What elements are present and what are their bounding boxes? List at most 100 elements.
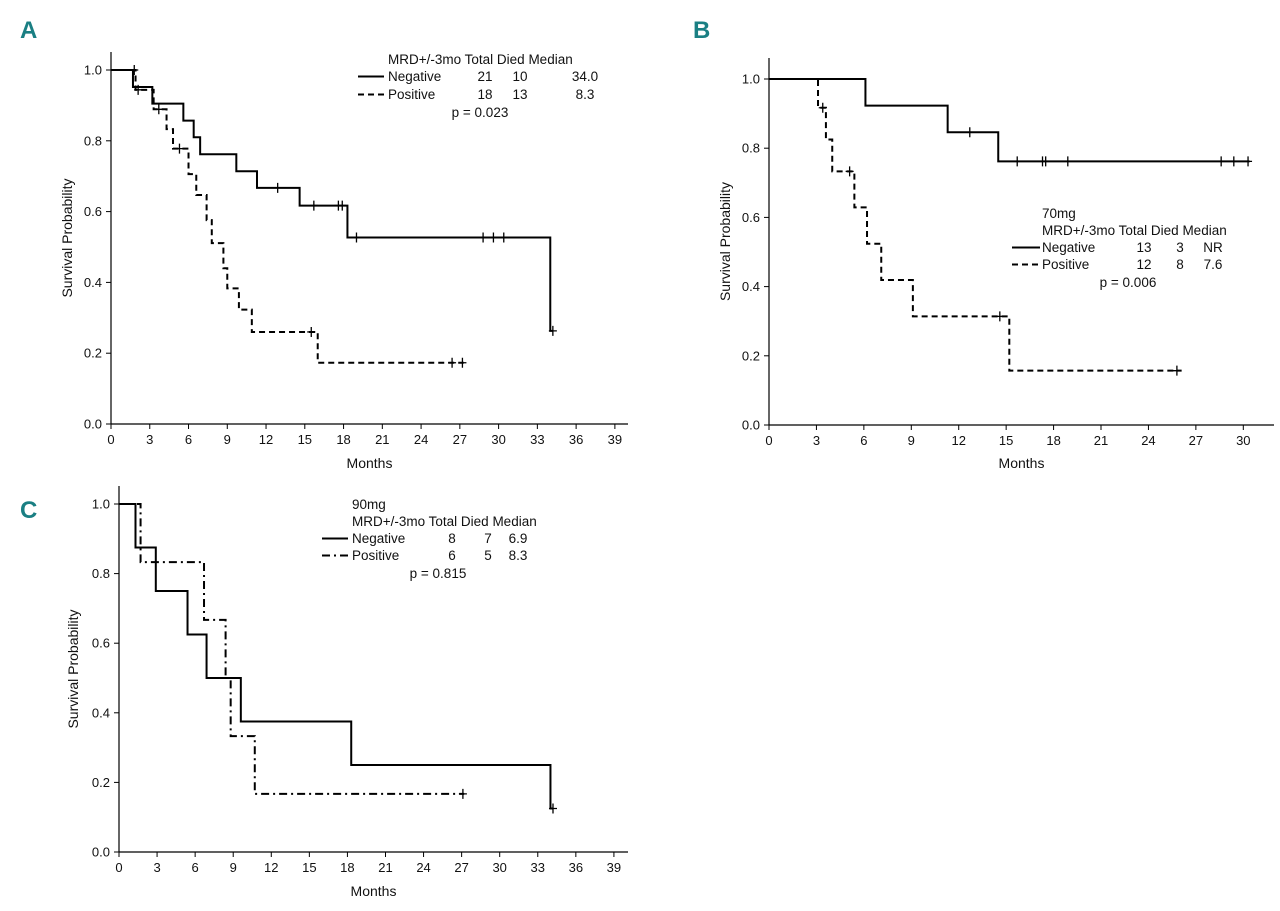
legend-died: 10 bbox=[512, 69, 527, 84]
censor-mark-positive bbox=[307, 326, 316, 337]
survival-curve-positive bbox=[119, 503, 465, 795]
x-tick-label: 3 bbox=[146, 432, 153, 447]
censor-mark-negative bbox=[548, 325, 557, 336]
y-tick-label: 0.4 bbox=[92, 705, 110, 720]
y-tick-label: 0.8 bbox=[742, 141, 760, 156]
survival-curve-negative bbox=[769, 78, 1250, 163]
legend-median: 8.3 bbox=[509, 548, 528, 563]
x-tick-label: 27 bbox=[1189, 433, 1203, 448]
survival-curve-positive bbox=[111, 69, 464, 364]
censor-mark-negative bbox=[479, 232, 488, 243]
y-tick-label: 0.8 bbox=[84, 133, 102, 148]
x-tick-label: 3 bbox=[153, 860, 160, 875]
legend-header: MRD+/-3mo Total Died Median bbox=[1042, 223, 1227, 238]
x-tick-label: 0 bbox=[765, 433, 772, 448]
legend-series-name: Negative bbox=[1042, 240, 1095, 255]
x-tick-label: 21 bbox=[1094, 433, 1108, 448]
x-tick-label: 24 bbox=[416, 860, 430, 875]
y-axis-title: Survival Probability bbox=[59, 178, 75, 297]
x-tick-label: 30 bbox=[491, 432, 505, 447]
censor-mark-positive bbox=[458, 788, 467, 799]
x-tick-label: 21 bbox=[375, 432, 389, 447]
x-tick-label: 30 bbox=[1236, 433, 1250, 448]
legend-series-name: Positive bbox=[1042, 257, 1089, 272]
legend-series-name: Positive bbox=[352, 548, 399, 563]
legend-median: NR bbox=[1203, 240, 1223, 255]
legend-header-cell: Median bbox=[1179, 223, 1227, 238]
censor-mark-negative bbox=[548, 803, 557, 814]
x-tick-label: 27 bbox=[454, 860, 468, 875]
legend-total: 8 bbox=[448, 531, 456, 546]
x-tick-label: 9 bbox=[908, 433, 915, 448]
legend-total: 12 bbox=[1136, 257, 1151, 272]
x-axis-title: Months bbox=[351, 883, 397, 899]
legend-header-cell: MRD+/-3mo bbox=[352, 514, 425, 529]
panel-label: C bbox=[20, 497, 37, 524]
x-tick-label: 9 bbox=[224, 432, 231, 447]
legend: 90mg MRD+/-3mo Total Died Median Negative 8… bbox=[322, 497, 537, 581]
x-tick-label: 39 bbox=[607, 860, 621, 875]
x-tick-label: 27 bbox=[453, 432, 467, 447]
legend-header-cell: Total bbox=[425, 514, 457, 529]
legend-header-cell: MRD+/-3mo bbox=[1042, 223, 1115, 238]
legend: 70mg MRD+/-3mo Total Died Median Negative 1… bbox=[1012, 206, 1227, 290]
x-tick-label: 33 bbox=[530, 432, 544, 447]
x-tick-label: 24 bbox=[414, 432, 428, 447]
x-tick-label: 12 bbox=[951, 433, 965, 448]
legend-median: 7.6 bbox=[1204, 257, 1223, 272]
dose-subtitle: 70mg bbox=[1042, 206, 1076, 221]
censor-mark-positive bbox=[818, 102, 827, 113]
legend-header-cell: Total bbox=[1115, 223, 1147, 238]
panel-label: B bbox=[693, 17, 710, 44]
x-axis-title: Months bbox=[347, 455, 393, 471]
legend-header-cell: Died bbox=[1147, 223, 1179, 238]
y-tick-label: 0.6 bbox=[742, 210, 760, 225]
legend: MRD+/-3mo Total Died Median Negative 21 10 3… bbox=[358, 52, 598, 120]
censor-mark-positive bbox=[134, 84, 143, 95]
legend-series-name: Positive bbox=[388, 87, 435, 102]
y-tick-label: 0.0 bbox=[84, 417, 102, 432]
x-tick-label: 9 bbox=[230, 860, 237, 875]
censor-mark-negative bbox=[352, 232, 361, 243]
legend-median: 34.0 bbox=[572, 69, 598, 84]
censor-mark-positive bbox=[448, 357, 457, 368]
legend-median: 8.3 bbox=[576, 87, 595, 102]
chart-panel-b: B036912151821242730330.00.20.40.60.81.0M… bbox=[693, 17, 1274, 471]
y-axis-title: Survival Probability bbox=[65, 609, 81, 728]
y-tick-label: 1.0 bbox=[84, 63, 102, 78]
censor-mark-negative bbox=[499, 232, 508, 243]
legend-total: 21 bbox=[477, 69, 492, 84]
x-tick-label: 3 bbox=[813, 433, 820, 448]
y-tick-label: 0.2 bbox=[92, 775, 110, 790]
y-tick-label: 0.2 bbox=[742, 348, 760, 363]
censor-mark-negative bbox=[338, 200, 347, 211]
x-tick-label: 24 bbox=[1141, 433, 1155, 448]
x-tick-label: 30 bbox=[492, 860, 506, 875]
censor-mark-negative bbox=[273, 182, 282, 193]
dose-subtitle: 90mg bbox=[352, 497, 386, 512]
censor-mark-negative bbox=[1063, 156, 1072, 167]
y-tick-label: 0.8 bbox=[92, 566, 110, 581]
chart-panel-a: A0 3 6 9 12 15 18 21 24 27 30 33 36 390.00.20.40.60.8… bbox=[20, 17, 628, 471]
legend-died: 7 bbox=[484, 531, 492, 546]
y-tick-label: 0.6 bbox=[92, 636, 110, 651]
x-tick-label: 0 bbox=[115, 860, 122, 875]
x-axis-title: Months bbox=[999, 455, 1045, 471]
legend-header-cell: Total bbox=[461, 52, 493, 67]
censor-mark-positive bbox=[458, 357, 467, 368]
y-tick-label: 0.4 bbox=[84, 275, 102, 290]
legend-series-name: Negative bbox=[352, 531, 405, 546]
x-tick-label: 0 bbox=[107, 432, 114, 447]
censor-mark-negative bbox=[1229, 156, 1238, 167]
legend-header: MRD+/-3mo Total Died Median bbox=[352, 514, 537, 529]
censor-mark-negative bbox=[1244, 156, 1253, 167]
legend-died: 3 bbox=[1176, 240, 1184, 255]
x-tick-label: 36 bbox=[569, 860, 583, 875]
y-tick-label: 1.0 bbox=[92, 497, 110, 512]
legend-died: 8 bbox=[1176, 257, 1184, 272]
legend-total: 6 bbox=[448, 548, 456, 563]
x-tick-label: 18 bbox=[340, 860, 354, 875]
x-tick-label: 36 bbox=[569, 432, 583, 447]
survival-curve-negative bbox=[111, 69, 553, 332]
y-tick-label: 0.2 bbox=[84, 346, 102, 361]
